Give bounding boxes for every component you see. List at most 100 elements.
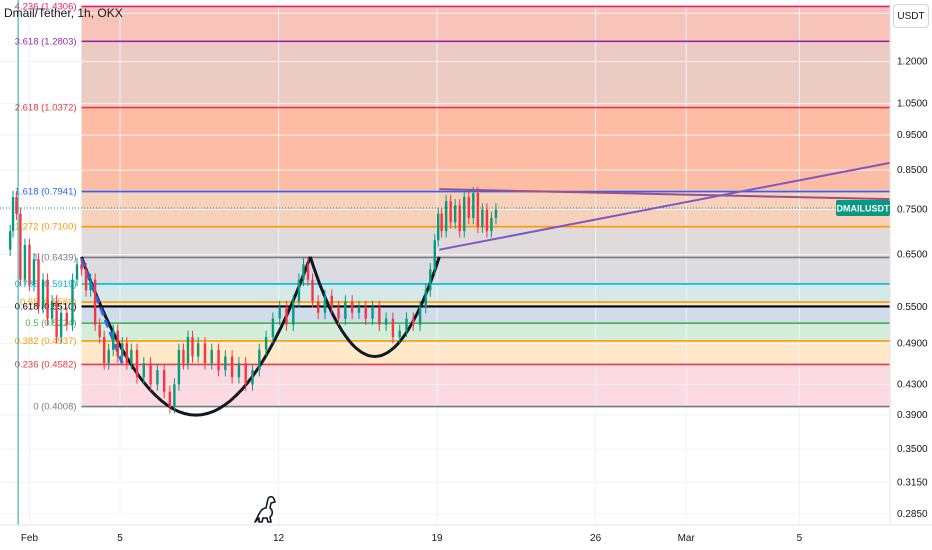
fib-zone — [81, 257, 890, 284]
time-tick-label: 5 — [797, 533, 803, 544]
fib-label: 0.786 (0.5919) — [15, 279, 77, 290]
fib-label: 1 (0.6439) — [33, 252, 76, 263]
candle-body — [32, 259, 36, 285]
dashed-trend-line — [80, 258, 124, 364]
candle-body — [458, 205, 461, 232]
candle-body — [186, 336, 190, 364]
candle-body — [330, 295, 333, 308]
price-axis-bg — [890, 0, 932, 550]
price-tick-label: 0.2850 — [897, 509, 928, 520]
candle-body — [224, 356, 227, 371]
candle-body — [378, 307, 381, 325]
candle-body — [107, 349, 110, 364]
fib-label: 0 (0.4008) — [33, 402, 76, 413]
candle-body — [337, 307, 340, 319]
price-tick-label: 0.4300 — [897, 379, 928, 390]
fib-zone — [81, 323, 890, 341]
upper-trend-line — [439, 188, 891, 201]
candle-body — [433, 240, 437, 270]
candle-body — [440, 213, 443, 232]
fib-label: 4.236 (1.4306) — [15, 1, 77, 12]
candle-body — [168, 391, 172, 408]
dino-logo-shape — [254, 495, 276, 523]
candle-body — [490, 217, 493, 232]
time-tick-label: Mar — [678, 533, 696, 544]
candle-body — [112, 330, 115, 350]
fib-labels: 4.236 (1.4306) 3.618 (1.2803) 2.618 (1.037… — [15, 1, 77, 412]
candle-body — [121, 343, 124, 357]
candle-body — [230, 356, 234, 378]
price-tick-label: 0.3150 — [897, 477, 928, 488]
candle-body — [191, 336, 194, 357]
fib-zones — [81, 6, 890, 407]
candle-body — [453, 205, 457, 223]
candle-body — [364, 307, 367, 319]
candle-body — [149, 363, 152, 385]
candle-body — [98, 324, 101, 337]
fib-zone — [81, 41, 890, 108]
fib-label: 2.618 (1.0372) — [15, 103, 77, 114]
candle-body — [391, 318, 395, 337]
fib-label: 0.382 (0.4937) — [15, 336, 77, 347]
candle-body — [19, 213, 22, 280]
candle-body — [472, 193, 475, 218]
time-tick-label: 5 — [117, 533, 123, 544]
candle-body — [323, 295, 327, 313]
candle-body — [41, 279, 45, 308]
candle-body — [125, 343, 129, 364]
candle-body — [55, 301, 58, 337]
candle-body — [162, 370, 166, 392]
price-tick-label: 0.5500 — [897, 302, 928, 313]
price-tick-label: 0.8500 — [897, 165, 928, 176]
currency-unit-button[interactable]: USDT — [893, 4, 929, 28]
candle-body — [142, 363, 146, 378]
candle-body — [80, 264, 83, 270]
candle-body — [116, 330, 119, 357]
candle-body — [59, 312, 63, 337]
candle-body — [71, 279, 74, 325]
candle-body — [210, 349, 213, 364]
time-axis-bg — [0, 525, 932, 550]
price-tick-label: 0.3900 — [897, 410, 928, 421]
candle-body — [481, 209, 484, 227]
time-tick-label: 26 — [590, 533, 602, 544]
price-tick-label: 0.9500 — [897, 130, 928, 141]
candle-body — [15, 197, 18, 214]
candle-body — [494, 209, 498, 218]
candle-body — [371, 307, 374, 319]
cup-arc — [80, 256, 312, 417]
fib-zone — [81, 107, 890, 192]
candle-body — [412, 318, 415, 325]
candle-body — [173, 384, 176, 408]
candle-body — [89, 279, 92, 291]
time-tick-label: Feb — [21, 533, 39, 544]
candle-body — [11, 197, 15, 232]
candle-body — [350, 301, 354, 313]
fib-label: 0.236 (0.4582) — [15, 359, 77, 370]
fib-zone — [81, 340, 890, 365]
candle-body — [156, 370, 159, 385]
candle-body — [50, 301, 54, 319]
candle-body — [463, 197, 466, 232]
lower-trend-line — [439, 161, 891, 251]
candle-body — [8, 231, 12, 250]
candle-body — [102, 336, 106, 364]
candle-body — [264, 336, 268, 350]
price-tick-label: 0.7500 — [897, 204, 928, 215]
fib-label: 1.272 (0.7100) — [15, 222, 77, 233]
fib-label: 0.618 (0.5510) — [15, 301, 77, 312]
fib-zone — [81, 6, 890, 42]
price-series — [8, 186, 498, 414]
candle-body — [476, 193, 480, 227]
price-tick-label: 1.0500 — [897, 99, 928, 110]
candle-body — [217, 349, 220, 371]
candle-body — [65, 312, 69, 325]
candle-body — [384, 318, 388, 325]
fib-zone — [81, 306, 890, 324]
candle-body — [449, 201, 452, 223]
candle-body — [177, 349, 181, 385]
candle-body — [429, 269, 432, 291]
candle-body — [251, 370, 254, 385]
candle-body — [292, 301, 295, 325]
